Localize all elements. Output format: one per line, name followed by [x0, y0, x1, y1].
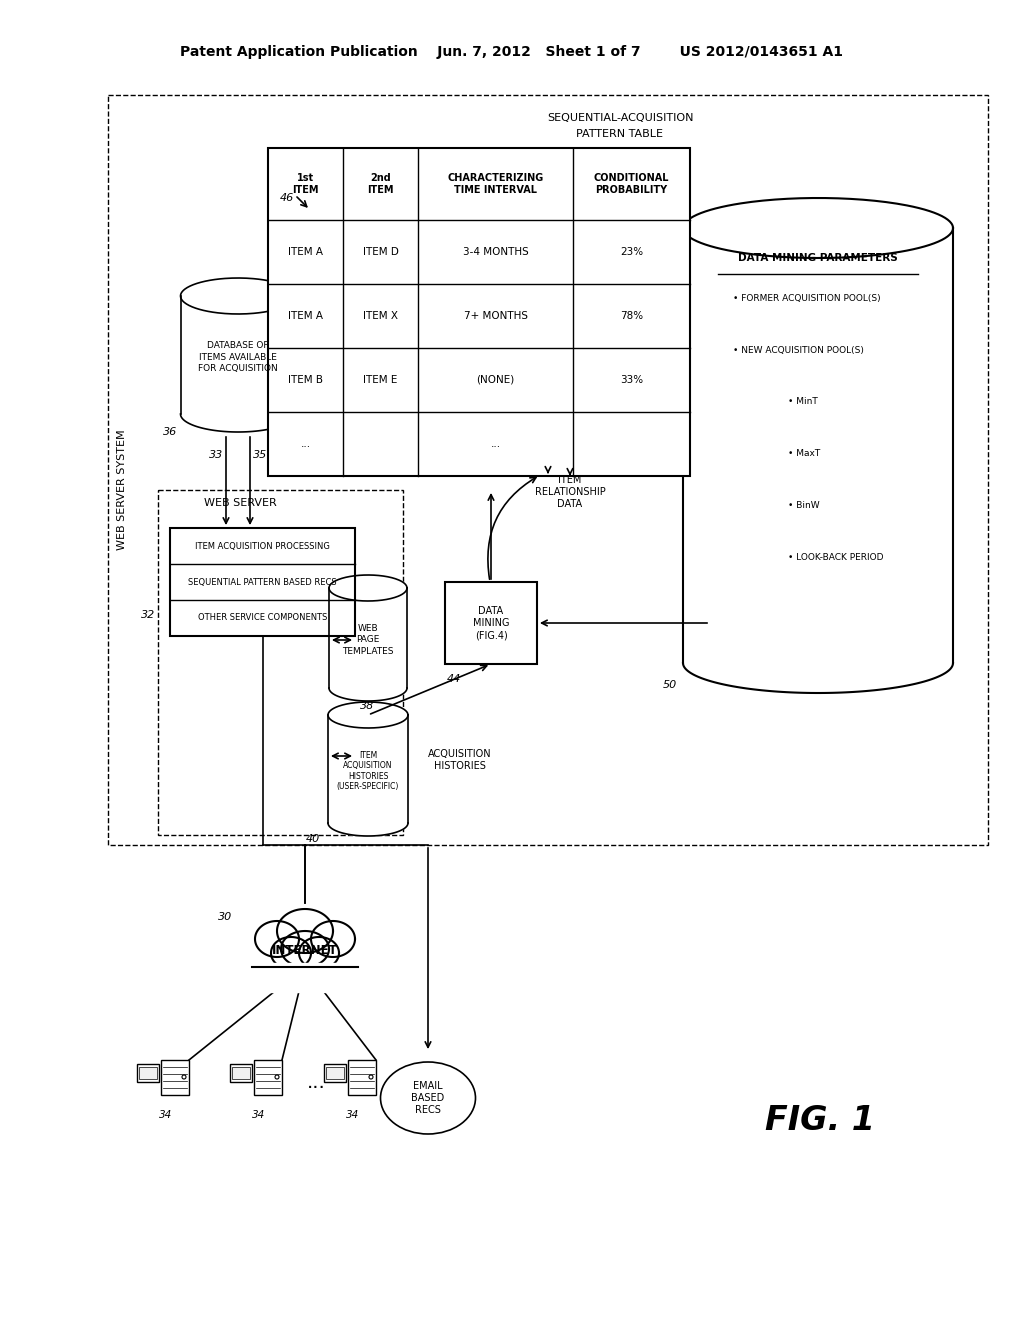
Text: OTHER SERVICE COMPONENTS: OTHER SERVICE COMPONENTS — [198, 614, 328, 623]
Text: ITEM A: ITEM A — [288, 312, 323, 321]
Polygon shape — [329, 587, 407, 701]
Text: 2nd
ITEM: 2nd ITEM — [368, 173, 394, 195]
Bar — [139, 1067, 157, 1078]
Text: 1st
ITEM: 1st ITEM — [292, 173, 318, 195]
Text: 34: 34 — [346, 1110, 359, 1119]
Text: 7+ MONTHS: 7+ MONTHS — [464, 312, 527, 321]
Polygon shape — [311, 921, 355, 957]
Text: 3-4 MONTHS: 3-4 MONTHS — [463, 247, 528, 257]
Text: 33: 33 — [209, 450, 223, 459]
Polygon shape — [299, 937, 339, 969]
Ellipse shape — [381, 1063, 475, 1134]
Text: PATTERN TABLE: PATTERN TABLE — [577, 129, 664, 139]
Text: 34: 34 — [252, 1110, 265, 1119]
Bar — [137, 1064, 159, 1082]
Bar — [108, 95, 988, 845]
Polygon shape — [328, 702, 408, 729]
Bar — [232, 1067, 250, 1078]
Bar — [158, 490, 403, 836]
Polygon shape — [255, 921, 299, 957]
Text: INTERNET: INTERNET — [272, 944, 338, 957]
Text: 46: 46 — [280, 193, 294, 203]
Text: • NEW ACQUISITION POOL(S): • NEW ACQUISITION POOL(S) — [733, 346, 864, 355]
Text: EMAIL
BASED
RECS: EMAIL BASED RECS — [412, 1081, 444, 1115]
Text: 32: 32 — [141, 610, 155, 620]
Text: ...: ... — [490, 440, 501, 449]
Text: 38: 38 — [360, 701, 374, 711]
Polygon shape — [180, 296, 296, 432]
Bar — [445, 582, 537, 664]
Text: ITEM X: ITEM X — [362, 312, 398, 321]
Text: • MinT: • MinT — [788, 397, 818, 407]
Polygon shape — [180, 279, 296, 314]
Text: CHARACTERIZING
TIME INTERVAL: CHARACTERIZING TIME INTERVAL — [447, 173, 544, 195]
Text: WEB
PAGE
TEMPLATES: WEB PAGE TEMPLATES — [342, 624, 394, 656]
Text: ITEM
RELATIONSHIP
DATA: ITEM RELATIONSHIP DATA — [535, 475, 605, 510]
Text: • BinW: • BinW — [788, 502, 819, 511]
Text: DATA
MINING
(FIG.4): DATA MINING (FIG.4) — [473, 606, 509, 640]
Text: SEQUENTIAL-ACQUISITION: SEQUENTIAL-ACQUISITION — [547, 114, 693, 123]
Text: WEB SERVER SYSTEM: WEB SERVER SYSTEM — [117, 430, 127, 550]
Text: 34: 34 — [159, 1110, 172, 1119]
Polygon shape — [271, 937, 311, 969]
Text: 30: 30 — [218, 912, 232, 921]
Text: 78%: 78% — [620, 312, 643, 321]
Text: • MaxT: • MaxT — [788, 450, 820, 458]
Text: ITEM B: ITEM B — [288, 375, 323, 385]
Text: • FORMER ACQUISITION POOL(S): • FORMER ACQUISITION POOL(S) — [733, 293, 881, 302]
Bar — [170, 528, 355, 636]
Polygon shape — [281, 931, 329, 968]
Text: ITEM D: ITEM D — [362, 247, 398, 257]
Polygon shape — [329, 576, 407, 601]
Text: 23%: 23% — [620, 247, 643, 257]
Text: 35: 35 — [253, 450, 267, 459]
Text: 44: 44 — [447, 675, 461, 684]
Text: Patent Application Publication    Jun. 7, 2012   Sheet 1 of 7        US 2012/014: Patent Application Publication Jun. 7, 2… — [180, 45, 844, 59]
Text: 50: 50 — [663, 680, 677, 690]
Polygon shape — [328, 715, 408, 836]
Bar — [348, 1060, 376, 1096]
Text: • LOOK-BACK PERIOD: • LOOK-BACK PERIOD — [788, 553, 884, 562]
Bar — [161, 1060, 189, 1096]
Text: 33%: 33% — [620, 375, 643, 385]
Text: (NONE): (NONE) — [476, 375, 515, 385]
Text: FIG. 1: FIG. 1 — [765, 1104, 874, 1137]
Text: DATABASE OF
ITEMS AVAILABLE
FOR ACQUISITION: DATABASE OF ITEMS AVAILABLE FOR ACQUISIT… — [198, 342, 278, 372]
Text: ITEM E: ITEM E — [364, 375, 397, 385]
Text: ITEM A: ITEM A — [288, 247, 323, 257]
Text: ...: ... — [300, 440, 310, 449]
Text: ...: ... — [306, 1072, 326, 1092]
Text: CONDITIONAL
PROBABILITY: CONDITIONAL PROBABILITY — [594, 173, 670, 195]
Polygon shape — [278, 909, 333, 953]
Text: ITEM ACQUISITION PROCESSING: ITEM ACQUISITION PROCESSING — [195, 541, 330, 550]
Text: WEB SERVER: WEB SERVER — [204, 498, 276, 508]
Text: ITEM
ACQUISITION
HISTORIES
(USER-SPECIFIC): ITEM ACQUISITION HISTORIES (USER-SPECIFI… — [337, 751, 399, 791]
Polygon shape — [683, 198, 953, 257]
Text: SEQUENTIAL PATTERN BASED RECS: SEQUENTIAL PATTERN BASED RECS — [188, 578, 337, 586]
Text: DATA MINING PARAMETERS: DATA MINING PARAMETERS — [738, 253, 898, 263]
Bar — [326, 1067, 344, 1078]
Polygon shape — [683, 228, 953, 693]
Bar — [268, 148, 690, 477]
Text: ACQUISITION
HISTORIES: ACQUISITION HISTORIES — [428, 748, 492, 771]
Polygon shape — [250, 964, 360, 993]
Bar — [254, 1060, 282, 1096]
Text: 36: 36 — [163, 426, 177, 437]
Text: 40: 40 — [306, 834, 321, 843]
Bar — [324, 1064, 346, 1082]
Bar — [230, 1064, 252, 1082]
